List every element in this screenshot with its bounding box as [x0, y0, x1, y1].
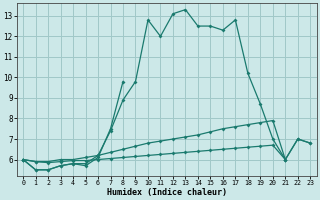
X-axis label: Humidex (Indice chaleur): Humidex (Indice chaleur): [107, 188, 227, 197]
